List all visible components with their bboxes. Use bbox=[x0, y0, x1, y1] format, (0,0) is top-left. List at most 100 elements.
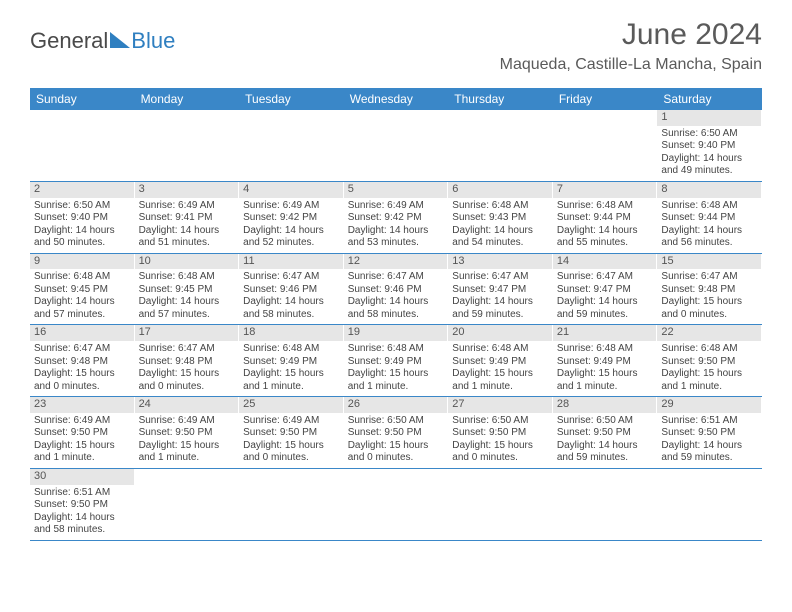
empty-cell bbox=[448, 469, 553, 540]
empty-cell bbox=[239, 110, 344, 181]
day-line: Sunrise: 6:51 AM bbox=[34, 487, 130, 500]
week-row: 9Sunrise: 6:48 AMSunset: 9:45 PMDaylight… bbox=[30, 254, 762, 326]
title-block: June 2024 Maqueda, Castille-La Mancha, S… bbox=[500, 18, 762, 74]
day-line: Sunrise: 6:48 AM bbox=[661, 343, 757, 356]
day-line: and 53 minutes. bbox=[348, 237, 444, 250]
day-line: and 0 minutes. bbox=[34, 381, 130, 394]
day-line: Sunrise: 6:48 AM bbox=[557, 200, 653, 213]
day-number: 21 bbox=[553, 325, 657, 341]
day-body: Sunrise: 6:51 AMSunset: 9:50 PMDaylight:… bbox=[30, 485, 134, 540]
day-number: 30 bbox=[30, 469, 134, 485]
day-line: Daylight: 15 hours bbox=[348, 440, 444, 453]
day-number: 4 bbox=[239, 182, 343, 198]
day-cell: 18Sunrise: 6:48 AMSunset: 9:49 PMDayligh… bbox=[239, 325, 344, 396]
weeks-container: 1Sunrise: 6:50 AMSunset: 9:40 PMDaylight… bbox=[30, 110, 762, 541]
day-number: 6 bbox=[448, 182, 552, 198]
day-line: and 58 minutes. bbox=[243, 309, 339, 322]
day-line: and 49 minutes. bbox=[661, 165, 757, 178]
day-line: Sunset: 9:48 PM bbox=[139, 356, 235, 369]
day-line: Daylight: 15 hours bbox=[661, 296, 757, 309]
day-number: 28 bbox=[553, 397, 657, 413]
day-body: Sunrise: 6:48 AMSunset: 9:45 PMDaylight:… bbox=[30, 269, 134, 324]
day-cell: 22Sunrise: 6:48 AMSunset: 9:50 PMDayligh… bbox=[657, 325, 762, 396]
day-line: Sunrise: 6:48 AM bbox=[34, 271, 130, 284]
day-line: Sunrise: 6:48 AM bbox=[348, 343, 444, 356]
day-cell: 16Sunrise: 6:47 AMSunset: 9:48 PMDayligh… bbox=[30, 325, 135, 396]
day-line: Sunrise: 6:50 AM bbox=[452, 415, 548, 428]
day-line: Daylight: 14 hours bbox=[34, 225, 130, 238]
day-line: Sunrise: 6:51 AM bbox=[661, 415, 757, 428]
day-line: Sunrise: 6:49 AM bbox=[243, 415, 339, 428]
day-line: Sunset: 9:43 PM bbox=[452, 212, 548, 225]
day-cell: 19Sunrise: 6:48 AMSunset: 9:49 PMDayligh… bbox=[344, 325, 449, 396]
day-line: Sunset: 9:50 PM bbox=[139, 427, 235, 440]
day-body: Sunrise: 6:50 AMSunset: 9:50 PMDaylight:… bbox=[448, 413, 552, 468]
day-cell: 11Sunrise: 6:47 AMSunset: 9:46 PMDayligh… bbox=[239, 254, 344, 325]
day-line: Sunset: 9:50 PM bbox=[661, 427, 757, 440]
day-line: and 1 minute. bbox=[661, 381, 757, 394]
day-body: Sunrise: 6:48 AMSunset: 9:44 PMDaylight:… bbox=[553, 198, 657, 253]
week-row: 30Sunrise: 6:51 AMSunset: 9:50 PMDayligh… bbox=[30, 469, 762, 541]
day-line: Sunrise: 6:48 AM bbox=[661, 200, 757, 213]
day-body: Sunrise: 6:48 AMSunset: 9:45 PMDaylight:… bbox=[135, 269, 239, 324]
day-line: Sunset: 9:48 PM bbox=[661, 284, 757, 297]
day-body: Sunrise: 6:48 AMSunset: 9:49 PMDaylight:… bbox=[344, 341, 448, 396]
dow-cell: Monday bbox=[135, 88, 240, 110]
day-line: Daylight: 14 hours bbox=[661, 440, 757, 453]
day-line: Sunrise: 6:48 AM bbox=[452, 200, 548, 213]
dow-cell: Tuesday bbox=[239, 88, 344, 110]
day-cell: 13Sunrise: 6:47 AMSunset: 9:47 PMDayligh… bbox=[448, 254, 553, 325]
day-cell: 2Sunrise: 6:50 AMSunset: 9:40 PMDaylight… bbox=[30, 182, 135, 253]
empty-cell bbox=[657, 469, 762, 540]
day-line: Daylight: 15 hours bbox=[452, 368, 548, 381]
day-line: Sunset: 9:42 PM bbox=[243, 212, 339, 225]
day-number: 15 bbox=[657, 254, 761, 270]
day-line: and 52 minutes. bbox=[243, 237, 339, 250]
day-line: Sunrise: 6:48 AM bbox=[452, 343, 548, 356]
day-number: 26 bbox=[344, 397, 448, 413]
day-line: Sunset: 9:50 PM bbox=[348, 427, 444, 440]
day-line: and 54 minutes. bbox=[452, 237, 548, 250]
empty-cell bbox=[553, 110, 658, 181]
day-line: Sunrise: 6:49 AM bbox=[139, 415, 235, 428]
empty-cell bbox=[239, 469, 344, 540]
day-cell: 30Sunrise: 6:51 AMSunset: 9:50 PMDayligh… bbox=[30, 469, 135, 540]
day-body: Sunrise: 6:50 AMSunset: 9:50 PMDaylight:… bbox=[344, 413, 448, 468]
day-line: Sunset: 9:44 PM bbox=[661, 212, 757, 225]
location-label: Maqueda, Castille-La Mancha, Spain bbox=[500, 56, 762, 74]
day-number: 2 bbox=[30, 182, 134, 198]
day-line: Sunrise: 6:47 AM bbox=[557, 271, 653, 284]
day-line: Sunset: 9:40 PM bbox=[661, 140, 757, 153]
day-line: Daylight: 15 hours bbox=[34, 368, 130, 381]
day-line: Sunset: 9:46 PM bbox=[348, 284, 444, 297]
day-line: and 59 minutes. bbox=[557, 452, 653, 465]
day-line: Daylight: 15 hours bbox=[243, 440, 339, 453]
day-cell: 20Sunrise: 6:48 AMSunset: 9:49 PMDayligh… bbox=[448, 325, 553, 396]
logo-triangle-icon bbox=[110, 32, 130, 48]
day-line: and 1 minute. bbox=[452, 381, 548, 394]
day-line: Sunset: 9:50 PM bbox=[243, 427, 339, 440]
day-line: Daylight: 15 hours bbox=[243, 368, 339, 381]
day-cell: 24Sunrise: 6:49 AMSunset: 9:50 PMDayligh… bbox=[135, 397, 240, 468]
day-number: 29 bbox=[657, 397, 761, 413]
day-number: 17 bbox=[135, 325, 239, 341]
day-line: Daylight: 15 hours bbox=[557, 368, 653, 381]
day-line: and 0 minutes. bbox=[348, 452, 444, 465]
day-number: 12 bbox=[344, 254, 448, 270]
day-body: Sunrise: 6:48 AMSunset: 9:50 PMDaylight:… bbox=[657, 341, 761, 396]
day-line: Sunrise: 6:50 AM bbox=[557, 415, 653, 428]
day-line: and 56 minutes. bbox=[661, 237, 757, 250]
day-line: and 58 minutes. bbox=[34, 524, 130, 537]
day-line: Daylight: 14 hours bbox=[34, 296, 130, 309]
day-cell: 10Sunrise: 6:48 AMSunset: 9:45 PMDayligh… bbox=[135, 254, 240, 325]
day-body: Sunrise: 6:49 AMSunset: 9:50 PMDaylight:… bbox=[30, 413, 134, 468]
day-line: and 59 minutes. bbox=[557, 309, 653, 322]
day-line: Sunset: 9:50 PM bbox=[661, 356, 757, 369]
day-line: and 59 minutes. bbox=[452, 309, 548, 322]
week-row: 2Sunrise: 6:50 AMSunset: 9:40 PMDaylight… bbox=[30, 182, 762, 254]
day-body: Sunrise: 6:50 AMSunset: 9:40 PMDaylight:… bbox=[30, 198, 134, 253]
day-line: Daylight: 14 hours bbox=[139, 225, 235, 238]
day-number: 22 bbox=[657, 325, 761, 341]
day-body: Sunrise: 6:47 AMSunset: 9:48 PMDaylight:… bbox=[657, 269, 761, 324]
day-line: Daylight: 14 hours bbox=[557, 225, 653, 238]
